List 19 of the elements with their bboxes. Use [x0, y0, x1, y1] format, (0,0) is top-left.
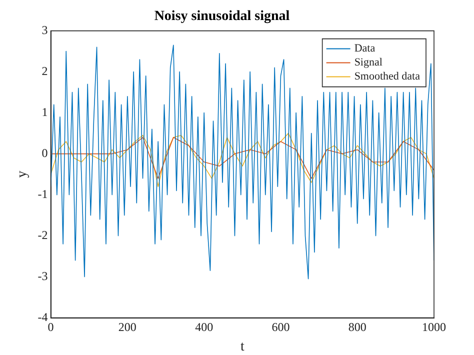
x-tick-label: 800	[348, 320, 366, 334]
y-tick-label: -3	[38, 268, 48, 283]
x-tick-label: 1000	[422, 320, 446, 334]
x-tick-label: 200	[118, 320, 136, 334]
x-axis-title: t	[240, 339, 244, 354]
y-tick-label: -1	[38, 186, 48, 201]
legend-label: Data	[354, 42, 376, 55]
chart-title: Noisy sinusoidal signal	[154, 9, 290, 24]
y-tick-label: 1	[42, 104, 48, 119]
y-axis-title: y	[15, 170, 30, 178]
legend-label: Signal	[354, 56, 382, 69]
y-tick-label: -2	[38, 228, 48, 242]
x-tick-label: 400	[195, 320, 214, 334]
legend-label: Smoothed data	[354, 70, 420, 83]
y-tick-label: 3	[42, 22, 48, 37]
x-tick-label: 600	[272, 320, 290, 334]
y-tick-label: 2	[42, 64, 48, 78]
y-tick-label: -4	[38, 310, 48, 324]
y-tick-label: 0	[42, 146, 48, 160]
